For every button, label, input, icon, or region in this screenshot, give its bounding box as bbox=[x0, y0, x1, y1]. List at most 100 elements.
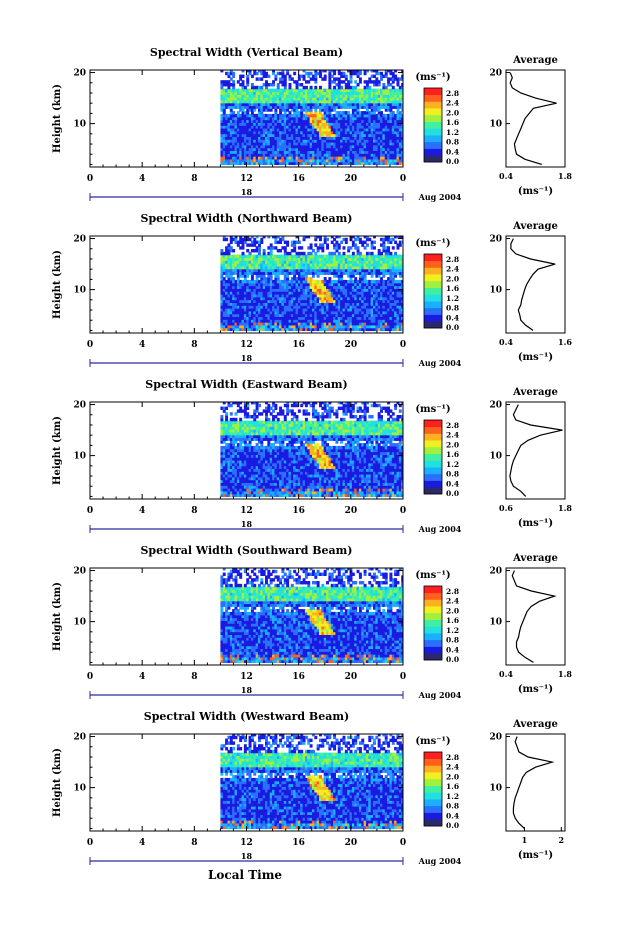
heatmap-cell bbox=[307, 260, 311, 264]
heatmap-cell bbox=[309, 94, 313, 98]
heatmap-cell bbox=[365, 150, 369, 154]
heatmap-cell bbox=[227, 274, 231, 278]
colorbar-swatch bbox=[424, 280, 442, 288]
heatmap-cell bbox=[342, 316, 346, 320]
heatmap-cell bbox=[272, 291, 276, 295]
heatmap-cell bbox=[232, 271, 236, 275]
heatmap-cell bbox=[288, 85, 292, 90]
heatmap-cell bbox=[330, 133, 334, 137]
heatmap-cell bbox=[304, 274, 308, 278]
heatmap-cell bbox=[382, 97, 386, 101]
heatmap-cell bbox=[232, 263, 236, 267]
heatmap-cell bbox=[377, 147, 381, 152]
heatmap-cell bbox=[347, 113, 351, 118]
heatmap-cell bbox=[354, 260, 358, 264]
heatmap-cell bbox=[335, 153, 339, 157]
heatmap-cell bbox=[229, 282, 233, 287]
heatmap-cell bbox=[300, 274, 304, 278]
heatmap-cell bbox=[356, 102, 360, 107]
heatmap-cell bbox=[384, 257, 388, 261]
profile-y-tick-label: 20 bbox=[489, 235, 502, 245]
heatmap-cell bbox=[354, 490, 358, 495]
heatmap-cell bbox=[401, 153, 403, 157]
heatmap-cell bbox=[363, 282, 367, 287]
heatmap-cell bbox=[257, 108, 261, 112]
heatmap-cell bbox=[394, 288, 398, 292]
heatmap-cell bbox=[351, 305, 355, 309]
heatmap-cell bbox=[394, 299, 398, 303]
heatmap-cell bbox=[248, 263, 252, 267]
heatmap-cell bbox=[382, 279, 386, 284]
heatmap-cell bbox=[321, 158, 325, 163]
heatmap-cell bbox=[340, 282, 344, 287]
heatmap-cell bbox=[330, 268, 334, 273]
heatmap-cell bbox=[283, 246, 287, 250]
heatmap-cell bbox=[314, 113, 318, 118]
heatmap-cell bbox=[365, 285, 369, 289]
heatmap-cell bbox=[232, 490, 236, 495]
heatmap-cell bbox=[262, 268, 266, 273]
heatmap-cell bbox=[243, 113, 247, 118]
heatmap-cell bbox=[220, 70, 224, 73]
heatmap-cell bbox=[354, 319, 358, 323]
heatmap-cell bbox=[304, 133, 308, 137]
heatmap-cell bbox=[340, 71, 344, 76]
heatmap-cell bbox=[335, 257, 339, 261]
heatmap-cell bbox=[274, 274, 278, 278]
heatmap-cell bbox=[288, 279, 292, 284]
heatmap-cell bbox=[335, 490, 339, 495]
heatmap-cell bbox=[380, 136, 383, 140]
heatmap-cell bbox=[248, 302, 252, 306]
heatmap-cell bbox=[243, 279, 247, 284]
heatmap-cell bbox=[361, 296, 365, 301]
heatmap-cell bbox=[356, 111, 360, 115]
heatmap-cell bbox=[309, 279, 313, 284]
heatmap-cell bbox=[333, 91, 337, 95]
heatmap-cell bbox=[279, 310, 283, 315]
heatmap-cell bbox=[222, 310, 226, 315]
heatmap-cell bbox=[326, 246, 329, 250]
heatmap-cell bbox=[368, 97, 372, 101]
heatmap-cell bbox=[328, 251, 332, 256]
heatmap-cell bbox=[302, 150, 306, 154]
heatmap-cell bbox=[241, 105, 245, 109]
heatmap-cell bbox=[365, 324, 369, 329]
heatmap-cell bbox=[319, 139, 322, 143]
heatmap-cell bbox=[382, 285, 386, 289]
heatmap-cell bbox=[354, 263, 358, 267]
heatmap-cell bbox=[281, 102, 285, 107]
heatmap-cell bbox=[373, 327, 376, 332]
heatmap-cell bbox=[281, 313, 285, 318]
heatmap-cell bbox=[344, 99, 348, 104]
heatmap-cell bbox=[387, 91, 391, 95]
heatmap-cell bbox=[243, 285, 247, 289]
heatmap-cell bbox=[370, 97, 374, 101]
heatmap-cell bbox=[389, 271, 393, 275]
heatmap-cell bbox=[272, 113, 276, 118]
heatmap-cell bbox=[309, 77, 313, 81]
heatmap-cell bbox=[300, 288, 304, 292]
heatmap-cell bbox=[295, 288, 299, 292]
heatmap-cell bbox=[288, 111, 292, 115]
heatmap-cell bbox=[394, 105, 398, 109]
heatmap-cell bbox=[356, 156, 360, 160]
heatmap-cell bbox=[319, 108, 322, 112]
heatmap-cell bbox=[257, 243, 261, 247]
heatmap-cell bbox=[222, 91, 226, 95]
heatmap-cell bbox=[265, 291, 268, 295]
heatmap-cell bbox=[281, 288, 285, 292]
heatmap-cell bbox=[255, 271, 259, 275]
heatmap-cell bbox=[225, 127, 229, 132]
heatmap-cell bbox=[255, 257, 259, 261]
heatmap-cell bbox=[243, 322, 247, 326]
heatmap-cell bbox=[368, 268, 372, 273]
heatmap-cell bbox=[309, 139, 313, 143]
heatmap-cell bbox=[232, 327, 236, 332]
heatmap-cell bbox=[373, 88, 376, 93]
heatmap-cell bbox=[370, 94, 374, 98]
heatmap-cell bbox=[328, 127, 332, 132]
heatmap-cell bbox=[363, 299, 367, 303]
heatmap-cell bbox=[375, 71, 379, 76]
heatmap-cell bbox=[358, 88, 362, 93]
heatmap-cell bbox=[272, 305, 276, 309]
